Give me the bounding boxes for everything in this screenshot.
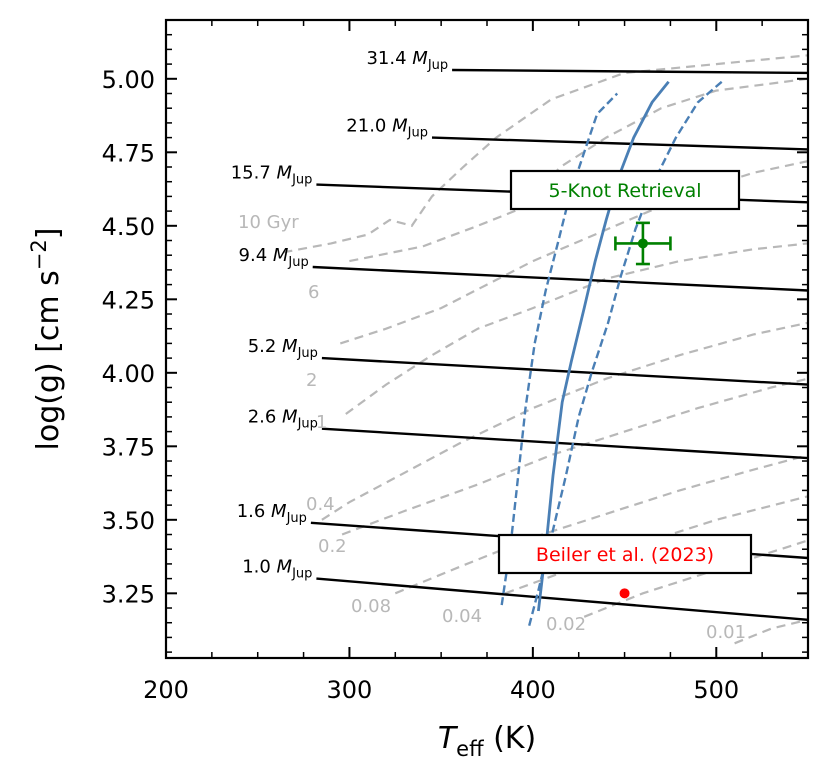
label-box-text: Beiler et al. (2023) xyxy=(536,544,714,566)
isochrone-0-4 xyxy=(321,321,808,521)
y-axis-title: log(g) [cm s−2] xyxy=(27,228,66,451)
isochrone-label: 0.01 xyxy=(706,622,746,643)
isochrone-label: 0.02 xyxy=(546,614,586,635)
mass-track-label: 5.2 MJup xyxy=(248,336,318,361)
isochrone-label: 6 xyxy=(308,282,319,303)
y-tick-label: 3.25 xyxy=(102,580,155,608)
label-box-frame xyxy=(497,533,753,575)
isochrone-0-01 xyxy=(734,618,808,645)
isochrone-1 xyxy=(345,242,808,415)
retrieval-marker xyxy=(637,238,648,249)
axis-titles: Teff (K) log(g) [cm s−2] xyxy=(27,228,536,762)
label-layer: 10 Gyr 6 2 1 0.4 0.2 0.08 0.04 0.02 0.01 31.4 MJup… xyxy=(231,48,753,643)
isochrone-label: 0.4 xyxy=(306,494,335,515)
mass-track-label: 31.4 MJup xyxy=(366,48,448,73)
isochrone-label: 0.04 xyxy=(442,606,482,627)
mass-track-21-0 xyxy=(431,136,808,151)
point-layer xyxy=(614,221,672,599)
tick-layer: 200 300 400 500 3.25 3.50 3.75 4.00 4.25 4.50 4.75… xyxy=(102,19,809,704)
x-axis-title: Teff (K) xyxy=(438,721,536,761)
isochrone-0-2 xyxy=(341,377,808,536)
mass-track-label: 9.4 MJup xyxy=(239,245,309,270)
mass-track-label: 21.0 MJup xyxy=(346,116,428,141)
isochrone-label: 1 xyxy=(316,412,327,433)
retrieval-point xyxy=(614,221,672,266)
isochrone-label: 2 xyxy=(306,370,317,391)
y-tick-label: 5.00 xyxy=(102,66,155,94)
y-tick-label: 4.50 xyxy=(102,213,155,241)
y-tick-label: 4.00 xyxy=(102,360,155,388)
retrieval-median xyxy=(537,80,670,612)
mass-track-9-4 xyxy=(312,265,808,292)
label-box-text: 5-Knot Retrieval xyxy=(549,180,702,202)
retrieval-lower-bound xyxy=(500,92,619,606)
mass-track-31-4 xyxy=(452,68,808,75)
y-tick-label: 4.75 xyxy=(102,139,155,167)
mass-track-label: 1.0 MJup xyxy=(242,557,312,582)
isochrone-0-04 xyxy=(504,495,808,595)
beiler-legend-box: Beiler et al. (2023) xyxy=(497,533,753,575)
isochrone-label: 10 Gyr xyxy=(238,212,299,233)
y-tick-label: 3.75 xyxy=(102,433,155,461)
isochrone-2 xyxy=(339,160,808,345)
x-tick-label: 400 xyxy=(510,676,556,704)
x-tick-label: 200 xyxy=(143,676,189,704)
isochrone-0-08 xyxy=(394,454,808,595)
label-box-frame xyxy=(509,169,741,211)
mass-track-label: 15.7 MJup xyxy=(231,163,313,188)
mass-track-label: 1.6 MJup xyxy=(237,501,307,526)
mass-track-5-2 xyxy=(321,356,808,386)
y-tick-label: 3.50 xyxy=(102,507,155,535)
y-tick-label: 4.25 xyxy=(102,286,155,314)
isochrone-label: 0.2 xyxy=(318,536,347,557)
isochrone-label: 0.08 xyxy=(351,596,391,617)
beiler-point xyxy=(619,588,630,599)
x-tick-label: 500 xyxy=(693,676,739,704)
mass-track-label: 2.6 MJup xyxy=(248,407,318,432)
retrieval-legend-box: 5-Knot Retrieval xyxy=(509,169,741,211)
mass-track-1-0 xyxy=(316,577,808,621)
x-tick-label: 300 xyxy=(327,676,373,704)
mass-track-2-6 xyxy=(321,427,808,460)
isochrone-10-Gyr xyxy=(283,54,808,254)
